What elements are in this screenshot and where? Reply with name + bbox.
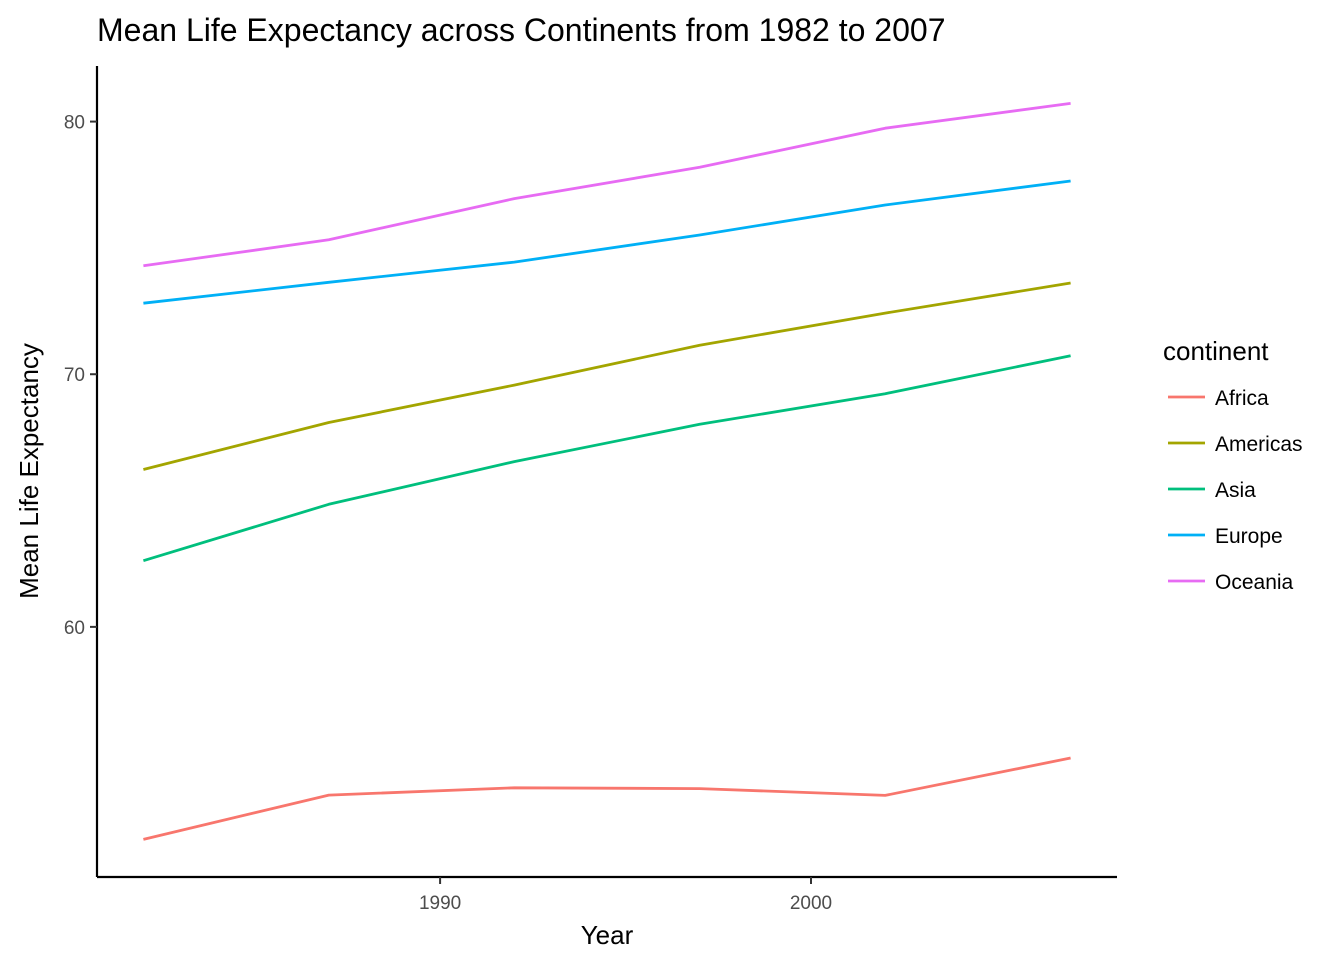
series-line-asia	[142, 354, 1071, 563]
legend-item-africa: Africa	[1168, 387, 1269, 410]
x-tick-label: 2000	[790, 893, 832, 914]
legend-label: Asia	[1215, 479, 1256, 502]
legend-item-asia: Asia	[1168, 479, 1256, 502]
legend: continent Africa Americas Asia Europe Oceani…	[1163, 336, 1303, 594]
series-line-europe	[143, 179, 1071, 305]
legend-item-europe: Europe	[1168, 525, 1283, 548]
y-tick-label: 60	[64, 618, 85, 639]
series-line-africa	[143, 756, 1071, 841]
legend-title: continent	[1163, 336, 1269, 366]
y-tick-label: 70	[64, 365, 85, 386]
legend-label: Europe	[1215, 525, 1283, 548]
series-line-americas	[143, 281, 1071, 471]
series-lines	[142, 102, 1071, 841]
legend-items: Africa Americas Asia Europe Oceania	[1168, 387, 1303, 594]
series-line-oceania	[143, 102, 1071, 268]
y-axis-label: Mean Life Expectancy	[14, 343, 44, 599]
legend-item-americas: Americas	[1168, 433, 1303, 456]
y-tick-label: 80	[64, 113, 85, 134]
legend-label: Oceania	[1215, 571, 1294, 594]
x-tick-label: 1990	[419, 893, 461, 914]
plot-area: 60 70 80 1990 2000	[64, 66, 1117, 914]
legend-item-oceania: Oceania	[1168, 571, 1294, 594]
y-ticks: 60 70 80	[64, 113, 97, 639]
legend-label: Africa	[1215, 387, 1269, 410]
x-ticks: 1990 2000	[419, 877, 832, 914]
x-axis-label: Year	[581, 920, 634, 950]
legend-label: Americas	[1215, 433, 1303, 456]
chart-title: Mean Life Expectancy across Continents f…	[97, 12, 945, 48]
